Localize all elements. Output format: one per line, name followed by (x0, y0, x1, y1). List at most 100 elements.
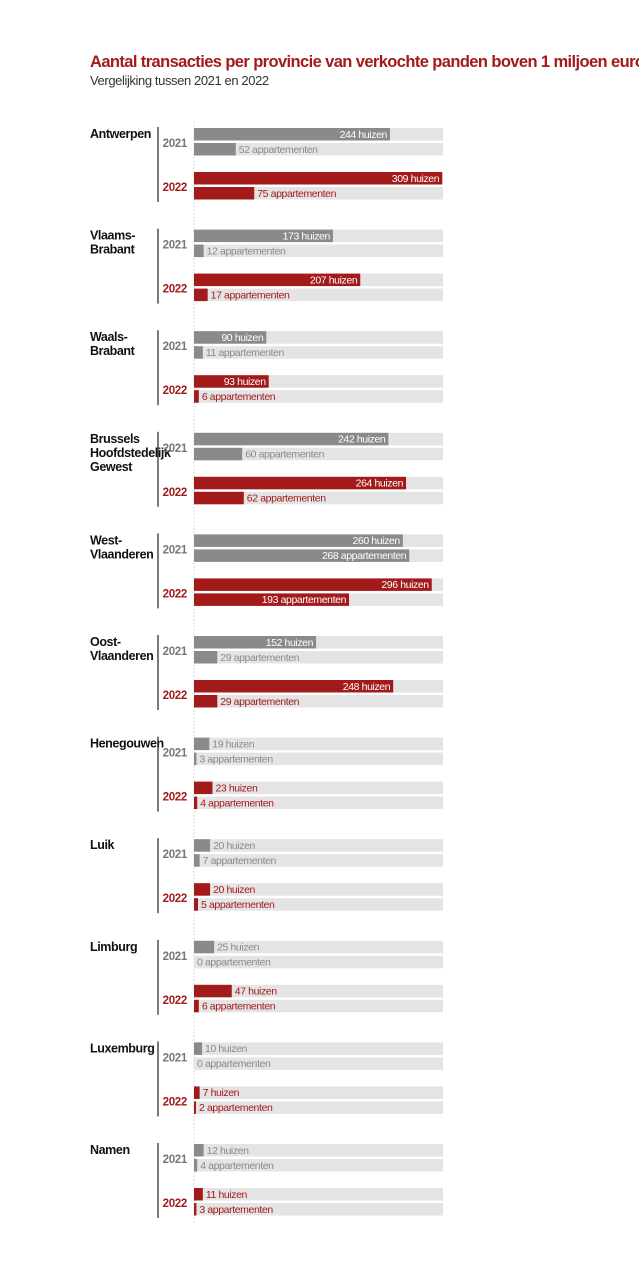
bar-value-label: 29 appartementen (220, 696, 299, 708)
bar-appartementen-2021 (194, 549, 410, 562)
bar-value-label: 47 huizen (235, 986, 277, 998)
bar-value-label: 193 appartementen (262, 594, 347, 606)
bar-value-label: 4 appartementen (200, 797, 274, 809)
bar-value-label: 2 appartementen (199, 1102, 273, 1114)
bar-value-label: 260 huizen (352, 535, 400, 547)
province-label: Luik (90, 838, 115, 852)
year-label: 2021 (163, 951, 188, 963)
province-label: Hoofdstedelijk (90, 446, 171, 460)
bar-huizen-2021 (194, 636, 317, 649)
year-label: 2021 (163, 544, 188, 556)
bar-track (194, 346, 443, 359)
bar-track (194, 898, 443, 911)
year-label: 2021 (163, 1052, 188, 1064)
bar-value-label: 75 appartementen (257, 188, 336, 200)
bar-huizen-2021 (194, 1042, 203, 1055)
province-label: Gewest (90, 460, 133, 474)
bar-huizen-2021 (194, 128, 390, 141)
bar-appartementen-2021 (194, 854, 200, 867)
bar-huizen-2021 (194, 534, 403, 547)
bar-huizen-2022 (194, 578, 432, 591)
bar-value-label: 7 appartementen (203, 855, 277, 867)
year-label: 2021 (163, 240, 188, 252)
bar-track (194, 244, 443, 258)
bar-track (194, 1086, 443, 1099)
bar-appartementen-2022 (194, 491, 244, 505)
bar-track (194, 999, 443, 1013)
year-label: 2022 (163, 182, 187, 194)
bar-value-label: 152 huizen (266, 637, 314, 649)
chart-subtitle: Vergelijking tussen 2021 en 2022 (90, 73, 269, 88)
bar-value-label: 3 appartementen (199, 1204, 273, 1216)
bar-track (194, 1101, 443, 1114)
bar-value-label: 29 appartementen (220, 652, 299, 664)
bar-value-label: 25 huizen (217, 942, 259, 954)
bar-track (194, 1057, 443, 1070)
bar-value-label: 17 appartementen (211, 289, 290, 301)
province-label: Vlaanderen (90, 547, 153, 561)
bar-track (194, 854, 443, 867)
province-label: Vlaams- (90, 229, 135, 243)
bar-huizen-2021 (194, 432, 389, 446)
year-label: 2022 (163, 487, 187, 499)
year-label: 2022 (163, 995, 187, 1007)
bar-value-label: 11 huizen (206, 1189, 248, 1201)
province-label: Limburg (90, 940, 137, 954)
year-label: 2021 (163, 849, 188, 861)
bar-track (194, 143, 443, 156)
bar-track (194, 187, 443, 200)
bar-track (194, 491, 443, 505)
bar-track (194, 390, 443, 403)
bar-value-label: 0 appartementen (197, 957, 271, 969)
bar-value-label: 62 appartementen (247, 493, 326, 505)
bar-value-label: 5 appartementen (201, 899, 275, 911)
bar-track (194, 940, 443, 954)
year-label: 2022 (163, 1198, 187, 1210)
bar-track (194, 781, 443, 795)
province-label: West- (90, 533, 122, 547)
bar-huizen-2021 (194, 737, 210, 751)
bar-value-label: 93 huizen (224, 376, 266, 388)
bar-value-label: 23 huizen (215, 782, 257, 794)
bar-huizen-2022 (194, 172, 443, 185)
bar-appartementen-2021 (194, 651, 218, 664)
bar-huizen-2021 (194, 839, 211, 852)
bar-huizen-2022 (194, 1086, 200, 1099)
bar-track (194, 737, 443, 751)
bar-appartementen-2022 (194, 1203, 197, 1216)
year-label: 2022 (163, 385, 187, 397)
province-label: Brussels (90, 432, 140, 446)
bar-track (194, 288, 443, 302)
bar-huizen-2022 (194, 680, 394, 693)
bar-appartementen-2022 (194, 1101, 196, 1114)
bar-track (194, 955, 443, 969)
bar-value-label: 4 appartementen (200, 1160, 274, 1172)
bar-value-label: 296 huizen (381, 579, 429, 591)
province-label: Oost- (90, 635, 121, 649)
bar-value-label: 3 appartementen (199, 753, 273, 765)
bar-value-label: 6 appartementen (202, 391, 276, 403)
bar-appartementen-2021 (194, 752, 197, 766)
bar-track (194, 695, 443, 708)
bar-huizen-2022 (194, 883, 211, 896)
bar-value-label: 6 appartementen (202, 1001, 276, 1013)
year-label: 2021 (163, 341, 188, 353)
bar-appartementen-2021 (194, 447, 243, 461)
bar-track (194, 1144, 443, 1157)
bar-value-label: 20 huizen (213, 840, 255, 852)
bar-appartementen-2022 (194, 593, 350, 606)
bar-value-label: 0 appartementen (197, 1058, 271, 1070)
bar-value-label: 7 huizen (203, 1087, 240, 1099)
bar-huizen-2021 (194, 940, 215, 954)
bar-value-label: 12 appartementen (207, 245, 286, 257)
bar-track (194, 651, 443, 664)
bar-appartementen-2021 (194, 143, 236, 156)
province-label: Henegouwen (90, 737, 164, 751)
bar-appartementen-2022 (194, 999, 199, 1013)
province-label: Antwerpen (90, 127, 151, 141)
bar-value-label: 242 huizen (338, 434, 386, 446)
bar-huizen-2022 (194, 984, 232, 998)
bar-track (194, 1159, 443, 1172)
bar-appartementen-2022 (194, 796, 198, 810)
